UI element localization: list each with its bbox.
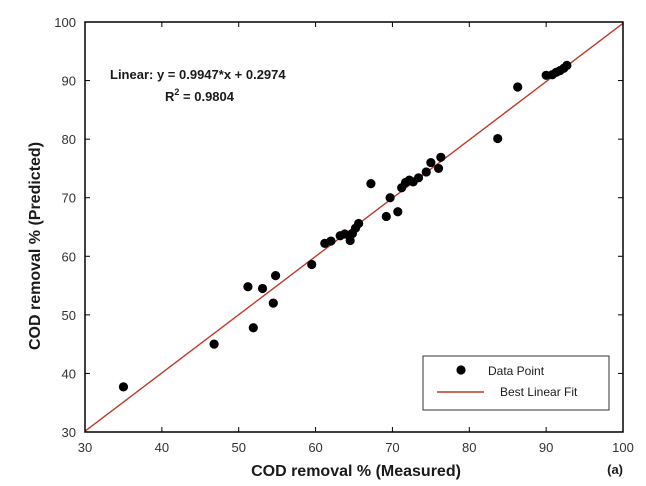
data-point (345, 235, 355, 246)
data-point (307, 259, 317, 270)
x-tick-label: 90 (539, 440, 553, 455)
points-layer (118, 60, 572, 392)
data-point (271, 271, 281, 281)
data-point (393, 207, 403, 217)
data-point (381, 211, 391, 222)
data-point (326, 236, 336, 246)
fit-equation: Linear: y = 0.9947*x + 0.2974 (110, 67, 286, 82)
y-tick-label: 80 (62, 132, 76, 147)
data-point (248, 323, 258, 333)
legend-marker-data-point (456, 365, 466, 375)
data-point (413, 173, 424, 183)
data-point (426, 157, 436, 168)
data-point (433, 163, 444, 174)
y-tick-label: 30 (62, 425, 76, 440)
data-point (436, 152, 446, 162)
x-tick-label: 40 (155, 440, 169, 455)
legend-box (422, 355, 610, 411)
panel-label: (a) (607, 462, 623, 477)
data-point (118, 382, 129, 392)
x-axis-title: COD removal % (Measured) (251, 463, 461, 480)
x-tick-label: 30 (78, 440, 92, 455)
r-squared: R2 = 0.9804 (165, 87, 235, 104)
data-point (268, 298, 278, 308)
legend-label-data-point: Data Point (488, 364, 545, 378)
y-axis-title: COD removal % (Predicted) (27, 142, 44, 350)
data-point (366, 179, 376, 189)
data-point (340, 229, 350, 239)
r-squared-exponent: 2 (174, 87, 179, 97)
x-tick-label: 50 (231, 440, 245, 455)
plot-frame (84, 21, 624, 433)
y-tick-label: 60 (62, 249, 76, 264)
data-point (513, 82, 523, 92)
x-tick-label: 70 (385, 440, 399, 455)
data-point (209, 339, 219, 349)
x-axis-ticks: 30 40 50 60 70 80 90 100 (78, 22, 634, 455)
legend-label-best-fit: Best Linear Fit (500, 385, 578, 399)
y-tick-label: 50 (62, 308, 76, 323)
y-tick-label: 70 (62, 191, 76, 206)
x-tick-label: 100 (612, 440, 634, 455)
x-tick-label: 80 (462, 440, 476, 455)
y-tick-label: 40 (62, 366, 76, 381)
r-squared-value: = 0.9804 (179, 89, 234, 104)
data-point (562, 60, 572, 70)
data-point (354, 218, 364, 229)
legend: Data Point Best Linear Fit (422, 355, 610, 411)
r-squared-base: R (165, 89, 175, 104)
y-tick-label: 90 (62, 74, 76, 89)
x-tick-label: 60 (308, 440, 322, 455)
data-point (243, 282, 253, 292)
data-point (385, 193, 395, 203)
y-tick-label: 100 (54, 15, 76, 30)
y-axis-ticks: 30 40 50 60 70 80 90 100 (54, 15, 623, 440)
data-point (493, 133, 503, 144)
data-point (257, 283, 268, 294)
data-point (421, 167, 431, 177)
